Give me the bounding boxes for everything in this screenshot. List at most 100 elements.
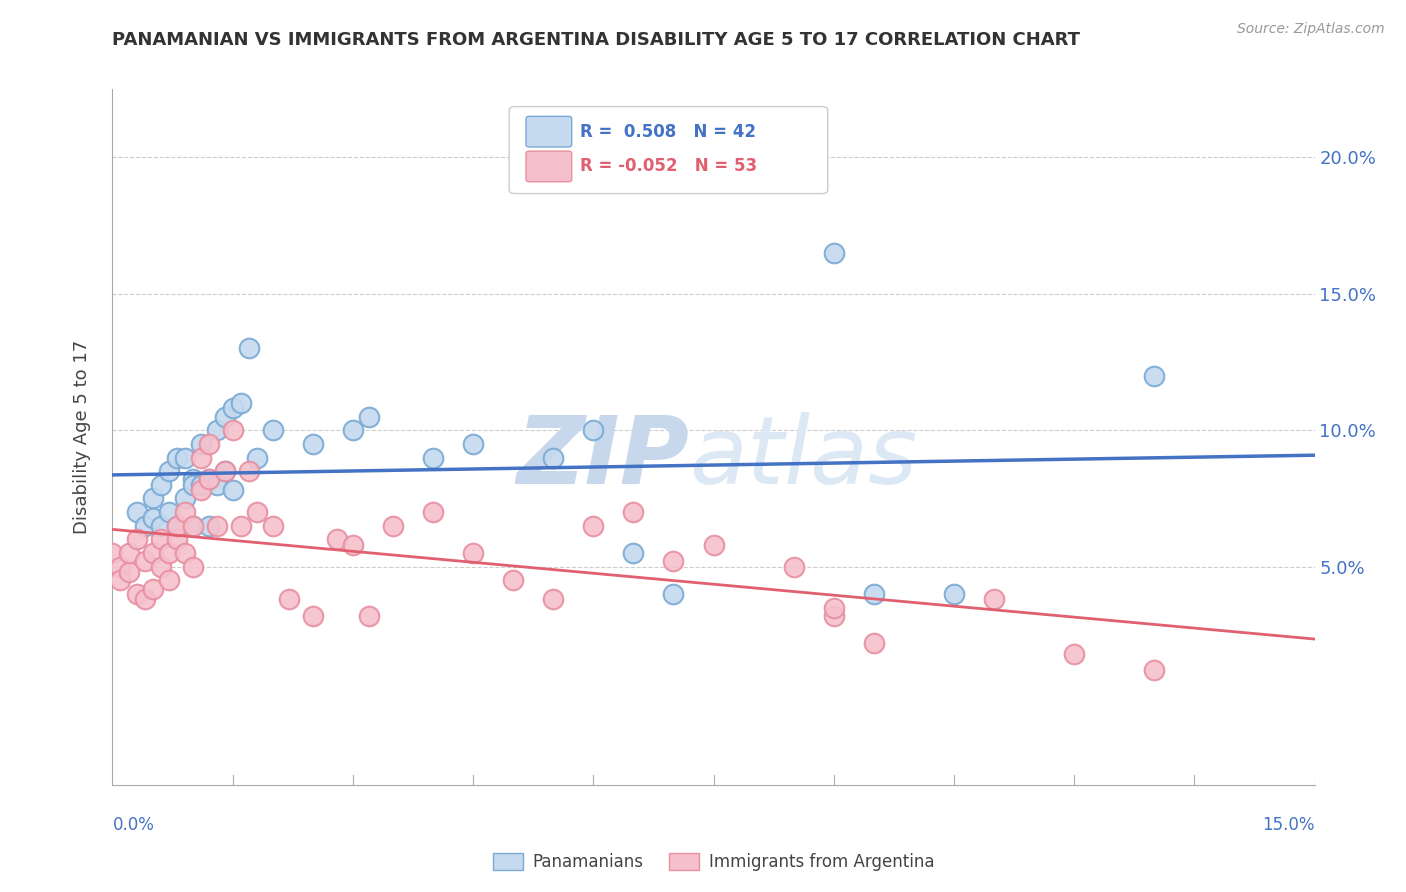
Point — [190, 437, 212, 451]
Point — [621, 505, 644, 519]
Point — [238, 342, 260, 356]
Point — [166, 533, 188, 547]
Point — [205, 478, 228, 492]
Point — [357, 608, 380, 623]
Point — [222, 483, 245, 498]
Point — [222, 423, 245, 437]
Point — [197, 518, 219, 533]
Point — [101, 546, 124, 560]
Legend: Panamanians, Immigrants from Argentina: Panamanians, Immigrants from Argentina — [486, 846, 941, 878]
Point — [942, 587, 965, 601]
Point — [141, 510, 163, 524]
Point — [1063, 647, 1085, 661]
Point — [662, 554, 685, 568]
Point — [823, 246, 845, 260]
Point — [197, 472, 219, 486]
Point — [382, 518, 405, 533]
Point — [863, 587, 886, 601]
Text: Source: ZipAtlas.com: Source: ZipAtlas.com — [1237, 22, 1385, 37]
Point — [149, 559, 172, 574]
Point — [422, 450, 444, 465]
Point — [621, 546, 644, 560]
Point — [117, 546, 139, 560]
Point — [222, 401, 245, 416]
Point — [134, 592, 156, 607]
Point — [246, 450, 269, 465]
Point — [190, 478, 212, 492]
Text: 15.0%: 15.0% — [1263, 816, 1315, 834]
Point — [983, 592, 1005, 607]
Point — [157, 574, 180, 588]
Point — [302, 608, 325, 623]
Point — [205, 423, 228, 437]
Point — [342, 423, 364, 437]
Point — [141, 546, 163, 560]
Point — [173, 546, 195, 560]
Point — [181, 478, 204, 492]
Point — [181, 518, 204, 533]
Point — [461, 437, 484, 451]
Point — [166, 518, 188, 533]
Point — [229, 396, 252, 410]
Point — [173, 450, 195, 465]
Point — [110, 574, 132, 588]
Point — [197, 437, 219, 451]
Point — [422, 505, 444, 519]
Point — [125, 533, 148, 547]
Point — [246, 505, 269, 519]
Point — [302, 437, 325, 451]
Point — [823, 608, 845, 623]
Text: R =  0.508   N = 42: R = 0.508 N = 42 — [581, 122, 756, 141]
FancyBboxPatch shape — [526, 116, 572, 147]
Point — [1143, 664, 1166, 678]
Point — [262, 518, 284, 533]
Point — [262, 423, 284, 437]
Point — [326, 533, 349, 547]
Text: R = -0.052   N = 53: R = -0.052 N = 53 — [581, 157, 758, 176]
Point — [1143, 368, 1166, 383]
Point — [702, 538, 725, 552]
Point — [141, 582, 163, 596]
Point — [149, 518, 172, 533]
Text: PANAMANIAN VS IMMIGRANTS FROM ARGENTINA DISABILITY AGE 5 TO 17 CORRELATION CHART: PANAMANIAN VS IMMIGRANTS FROM ARGENTINA … — [112, 31, 1080, 49]
Point — [863, 636, 886, 650]
Point — [342, 538, 364, 552]
Point — [238, 464, 260, 478]
Point — [782, 559, 804, 574]
Point — [181, 518, 204, 533]
Text: 0.0%: 0.0% — [112, 816, 155, 834]
Point — [277, 592, 299, 607]
Point — [134, 518, 156, 533]
Point — [134, 554, 156, 568]
Point — [582, 518, 605, 533]
Text: ZIP: ZIP — [516, 412, 689, 504]
Point — [157, 505, 180, 519]
Point — [205, 518, 228, 533]
Point — [823, 600, 845, 615]
Point — [502, 574, 524, 588]
Point — [214, 464, 236, 478]
Point — [582, 423, 605, 437]
Point — [543, 592, 565, 607]
FancyBboxPatch shape — [526, 151, 572, 182]
Point — [149, 478, 172, 492]
Point — [157, 546, 180, 560]
Point — [149, 533, 172, 547]
Point — [662, 587, 685, 601]
Point — [181, 559, 204, 574]
Point — [117, 565, 139, 579]
Point — [141, 491, 163, 506]
Point — [190, 483, 212, 498]
Point — [173, 491, 195, 506]
Point — [173, 505, 195, 519]
Point — [166, 518, 188, 533]
Point — [461, 546, 484, 560]
Point — [110, 559, 132, 574]
Point — [166, 450, 188, 465]
Text: atlas: atlas — [689, 412, 918, 503]
Point — [214, 464, 236, 478]
Point — [190, 450, 212, 465]
Point — [229, 518, 252, 533]
FancyBboxPatch shape — [509, 106, 828, 194]
Y-axis label: Disability Age 5 to 17: Disability Age 5 to 17 — [73, 340, 91, 534]
